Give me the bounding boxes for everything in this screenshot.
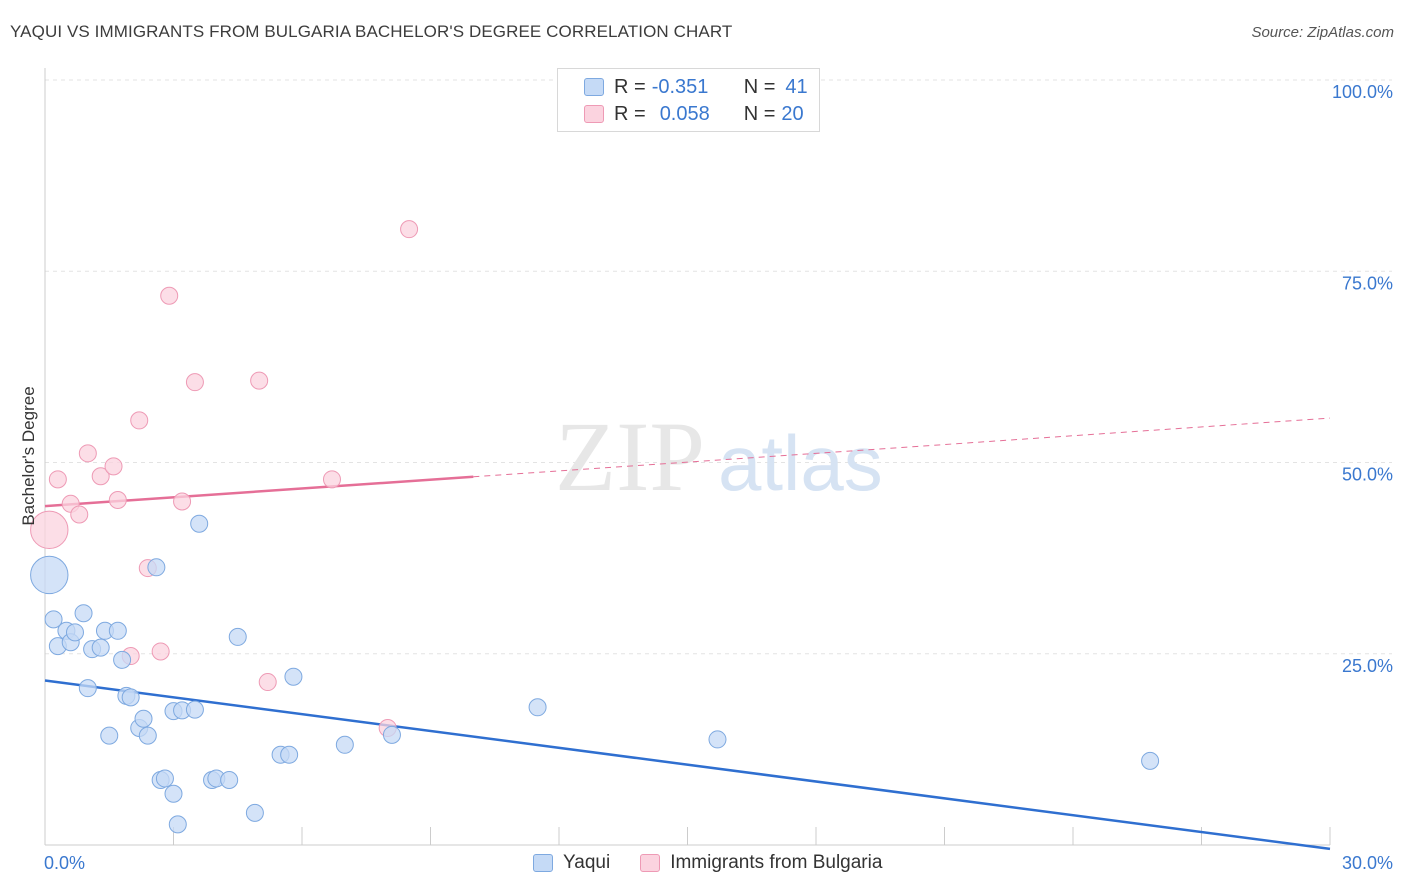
bulgaria-point bbox=[48, 470, 67, 489]
bulgaria-trend-extension bbox=[473, 417, 1331, 478]
y-tick-label: 75.0% bbox=[1342, 273, 1393, 293]
bulgaria-point bbox=[130, 411, 149, 430]
bulgaria-point bbox=[78, 444, 97, 463]
bulgaria-point bbox=[151, 642, 170, 661]
bulgaria-point bbox=[250, 371, 269, 390]
yaqui-point bbox=[228, 627, 247, 646]
yaqui-point bbox=[108, 621, 127, 640]
series-swatch-bulgaria bbox=[640, 854, 661, 872]
yaqui-point bbox=[155, 769, 174, 788]
yaqui-point bbox=[185, 700, 204, 719]
watermark-zip: ZIP bbox=[555, 401, 705, 512]
legend-r-value-bulgaria: 0.058 bbox=[659, 102, 710, 125]
yaqui-point bbox=[30, 555, 69, 595]
series-legend-bulgaria: Immigrants from Bulgaria bbox=[640, 852, 882, 874]
legend-r-label: R = bbox=[614, 102, 646, 125]
yaqui-point bbox=[100, 726, 119, 745]
legend-row-yaqui: R = -0.351 N = 41 bbox=[584, 75, 808, 99]
yaqui-point bbox=[335, 735, 354, 754]
bulgaria-point bbox=[30, 510, 69, 550]
bulgaria-point bbox=[91, 467, 110, 486]
x-tick-label: 0.0% bbox=[44, 853, 85, 873]
bulgaria-point bbox=[160, 286, 179, 305]
yaqui-point bbox=[113, 650, 132, 669]
bulgaria-point bbox=[108, 490, 127, 509]
yaqui-point bbox=[708, 730, 727, 749]
yaqui-point bbox=[44, 610, 63, 629]
bulgaria-point bbox=[258, 673, 277, 692]
legend-row-bulgaria: R = 0.058 N = 20 bbox=[584, 102, 804, 126]
series-name-yaqui: Yaqui bbox=[563, 852, 611, 873]
yaqui-trend-line bbox=[44, 679, 1331, 851]
legend-r-label: R = bbox=[614, 75, 646, 98]
yaqui-point bbox=[1141, 751, 1160, 770]
stats-legend: R = -0.351 N = 41 R = 0.058 N = 20 bbox=[557, 68, 820, 132]
gridlines bbox=[45, 79, 1392, 655]
yaqui-point bbox=[168, 815, 187, 834]
yaqui-point bbox=[65, 623, 84, 642]
series-legend: Yaqui Immigrants from Bulgaria bbox=[533, 852, 912, 874]
watermark-atlas: atlas bbox=[718, 419, 883, 507]
yaqui-point bbox=[245, 803, 264, 822]
yaqui-point bbox=[280, 745, 299, 764]
series-legend-yaqui: Yaqui bbox=[533, 852, 610, 874]
bulgaria-point bbox=[70, 505, 89, 524]
y-axis-label: Bachelor's Degree bbox=[19, 386, 38, 525]
yaqui-point bbox=[284, 667, 303, 686]
data-points bbox=[30, 220, 1160, 834]
yaqui-point bbox=[220, 770, 239, 789]
yaqui-point bbox=[190, 514, 209, 533]
legend-n-label: N = bbox=[743, 75, 776, 98]
series-name-bulgaria: Immigrants from Bulgaria bbox=[670, 852, 883, 873]
y-tick-label: 25.0% bbox=[1342, 656, 1393, 676]
legend-r-value-yaqui: -0.351 bbox=[651, 75, 709, 98]
bulgaria-point bbox=[400, 220, 419, 239]
yaqui-point bbox=[78, 679, 97, 698]
y-tick-label: 100.0% bbox=[1332, 82, 1393, 102]
legend-swatch-yaqui bbox=[584, 78, 604, 96]
yaqui-point bbox=[121, 688, 140, 707]
legend-n-value-yaqui: 41 bbox=[785, 75, 808, 98]
yaqui-point bbox=[138, 726, 157, 745]
y-tick-label: 50.0% bbox=[1342, 465, 1393, 485]
bulgaria-point bbox=[173, 492, 192, 511]
yaqui-point bbox=[528, 698, 547, 717]
axes bbox=[44, 68, 1331, 846]
yaqui-point bbox=[134, 709, 153, 728]
yaqui-point bbox=[147, 558, 166, 577]
tick-labels: 100.0% 75.0% 50.0% 25.0% 0.0% 30.0% bbox=[44, 82, 1393, 873]
legend-n-value-bulgaria: 20 bbox=[781, 102, 804, 125]
chart-title: YAQUI VS IMMIGRANTS FROM BULGARIA BACHEL… bbox=[10, 22, 733, 41]
x-tick-label: 30.0% bbox=[1342, 853, 1393, 873]
watermark: ZIP atlas bbox=[555, 401, 883, 512]
yaqui-point bbox=[74, 604, 93, 623]
bulgaria-point bbox=[322, 470, 341, 489]
bulgaria-point bbox=[185, 373, 204, 392]
series-swatch-yaqui bbox=[533, 854, 553, 872]
legend-n-label: N = bbox=[743, 102, 776, 125]
yaqui-point bbox=[382, 725, 401, 744]
legend-swatch-bulgaria bbox=[584, 105, 604, 123]
yaqui-point bbox=[164, 784, 183, 803]
yaqui-point bbox=[91, 638, 110, 657]
bulgaria-point bbox=[104, 457, 123, 476]
chart-source: Source: ZipAtlas.com bbox=[1251, 24, 1394, 41]
